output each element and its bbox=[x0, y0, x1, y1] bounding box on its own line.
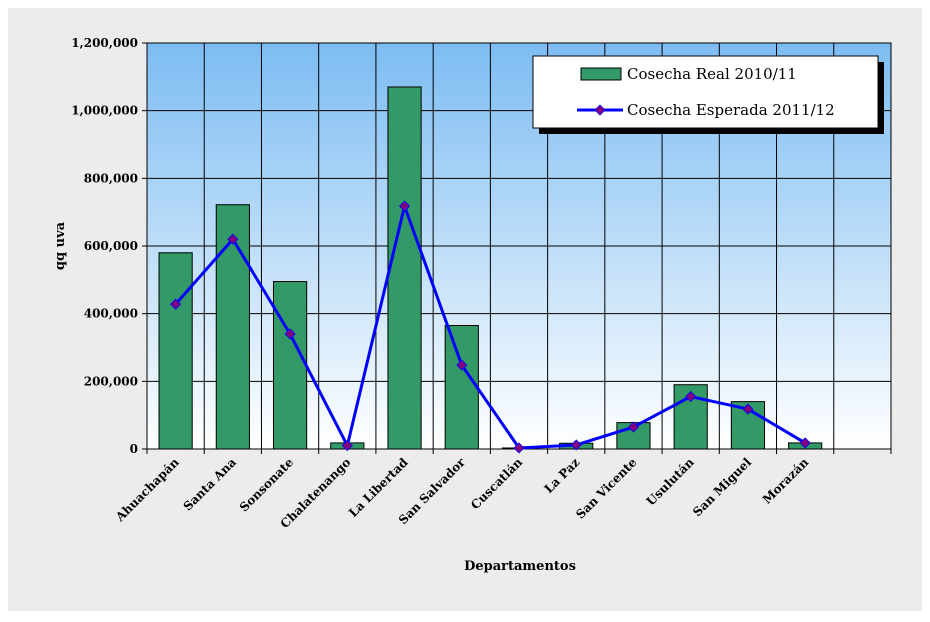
y-tick-labels: 0 200,000 400,000 600,000 800,000 1,000,000 1,… bbox=[71, 36, 138, 456]
line-cosecha-esperada bbox=[174, 204, 806, 450]
y-axis-title: qq uva bbox=[53, 221, 68, 270]
point-cosecha-esperada bbox=[513, 442, 525, 454]
point-cosecha-esperada bbox=[742, 403, 754, 415]
y-tick-label: 800,000 bbox=[84, 171, 138, 185]
point-cosecha-esperada bbox=[627, 421, 640, 433]
bar-cosecha-real bbox=[673, 384, 708, 450]
bar-cosecha-real bbox=[215, 204, 250, 450]
y-tick-label: 400,000 bbox=[84, 307, 138, 321]
y-tick-label: 1,200,000 bbox=[71, 36, 138, 50]
point-cosecha-esperada bbox=[570, 439, 582, 451]
y-tick-label: 1,000,000 bbox=[71, 104, 138, 118]
legend-swatch-real bbox=[580, 67, 622, 81]
point-cosecha-esperada bbox=[227, 233, 239, 245]
legend-label-esperada: Cosecha Esperada 2011/12 bbox=[627, 101, 835, 119]
legend: Cosecha Real 2010/11 Cosecha Esperada 20… bbox=[532, 55, 884, 134]
point-cosecha-esperada bbox=[799, 437, 811, 449]
point-cosecha-esperada bbox=[398, 200, 411, 212]
legend-marker-esperada bbox=[594, 104, 606, 116]
bar-cosecha-real bbox=[158, 252, 193, 450]
point-cosecha-esperada bbox=[456, 359, 468, 371]
legend-label-real: Cosecha Real 2010/11 bbox=[627, 65, 797, 83]
y-tick-label: 600,000 bbox=[84, 239, 138, 253]
point-cosecha-esperada bbox=[341, 440, 353, 452]
bar-cosecha-real bbox=[444, 325, 479, 450]
point-cosecha-esperada bbox=[685, 390, 697, 403]
x-axis-title: Departamentos bbox=[464, 559, 576, 574]
bar-cosecha-real bbox=[387, 86, 422, 450]
y-tick-label: 200,000 bbox=[84, 374, 138, 388]
line-layer bbox=[170, 200, 811, 454]
point-cosecha-esperada bbox=[170, 298, 182, 310]
point-cosecha-esperada bbox=[284, 328, 296, 340]
bar-cosecha-real bbox=[272, 281, 308, 450]
y-tick-label: 0 bbox=[130, 442, 138, 456]
